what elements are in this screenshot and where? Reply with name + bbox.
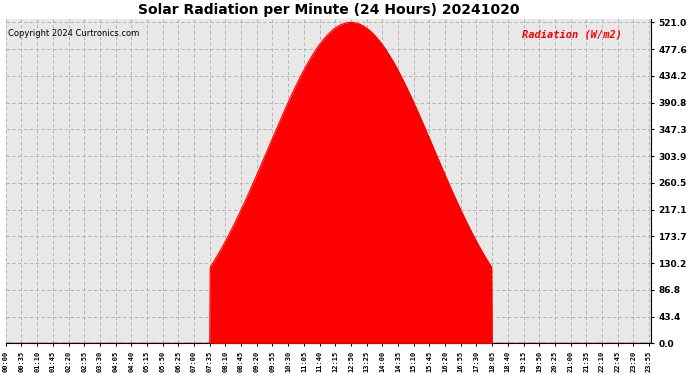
Text: Radiation (W/m2): Radiation (W/m2) bbox=[522, 29, 622, 39]
Title: Solar Radiation per Minute (24 Hours) 20241020: Solar Radiation per Minute (24 Hours) 20… bbox=[137, 3, 519, 17]
Text: Copyright 2024 Curtronics.com: Copyright 2024 Curtronics.com bbox=[8, 29, 139, 38]
